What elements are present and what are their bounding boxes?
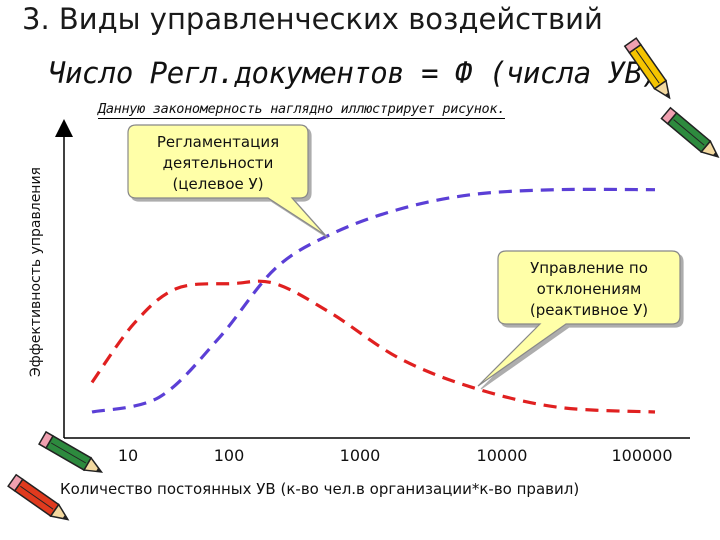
slide-title: 3. Виды управленческих воздействий — [22, 2, 603, 36]
x-tick-label: 10 — [118, 446, 138, 465]
series-line-1 — [90, 279, 656, 414]
pencil-icon — [660, 106, 720, 159]
callout-text: отклонениям — [537, 280, 642, 298]
pencil-icon — [7, 473, 70, 521]
figure-caption: Данную закономерность наглядно иллюстрир… — [98, 101, 506, 119]
callout-text: (целевое У) — [172, 175, 263, 193]
callout-text: деятельности — [163, 154, 274, 172]
x-tick-label: 100000 — [611, 446, 672, 465]
callout-text: (реактивное У) — [530, 301, 648, 319]
series-line-0 — [91, 187, 656, 414]
callout-text: Регламентация — [157, 133, 279, 151]
x-tick-label: 10000 — [477, 446, 528, 465]
callout-text: Управление по — [530, 259, 648, 277]
pencil-icon — [38, 430, 104, 473]
x-tick-label: 1000 — [340, 446, 381, 465]
formula-heading: Число Регл.документов = Ф (числа УВ) — [48, 56, 659, 90]
callout-1 — [477, 250, 681, 387]
pencil-icon — [623, 37, 671, 100]
x-tick-label: 100 — [214, 446, 245, 465]
x-axis-label: Количество постоянных УВ (к-во чел.в орг… — [60, 480, 580, 498]
callout-0 — [127, 124, 326, 236]
